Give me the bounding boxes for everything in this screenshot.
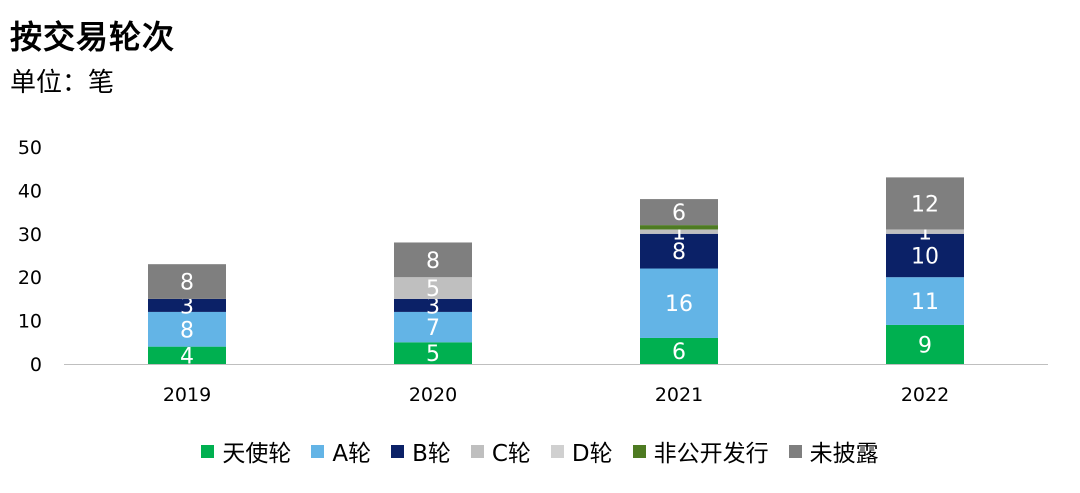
legend-item: 天使轮 xyxy=(201,434,291,468)
legend-item: B轮 xyxy=(391,434,451,468)
data-label: 8 xyxy=(180,271,194,296)
data-label: 9 xyxy=(918,333,932,358)
legend: 天使轮 A轮 B轮 C轮 D轮 非公开发行 未披露 xyxy=(0,434,1080,468)
bar-segment xyxy=(640,199,718,226)
data-label: 8 xyxy=(426,249,440,274)
legend-swatch xyxy=(788,444,802,458)
bar-segment xyxy=(886,277,964,325)
bar-segment xyxy=(886,324,964,364)
legend-swatch xyxy=(311,444,325,458)
legend-item: D轮 xyxy=(550,434,613,468)
legend-label: D轮 xyxy=(571,441,613,467)
bar-segment xyxy=(148,298,226,312)
bar-segment xyxy=(148,346,226,364)
data-label: 16 xyxy=(665,292,693,317)
y-tick-label: 50 xyxy=(18,137,42,159)
bar-segment xyxy=(394,311,472,343)
bar-segment xyxy=(394,298,472,312)
y-tick-label: 30 xyxy=(18,224,42,246)
bar-segment xyxy=(640,337,718,364)
data-label: 3 xyxy=(180,294,194,319)
bar-segment xyxy=(640,233,718,269)
legend-label: C轮 xyxy=(491,441,531,467)
legend-label: A轮 xyxy=(332,441,372,467)
data-label: 8 xyxy=(672,240,686,265)
data-label: 4 xyxy=(180,344,194,369)
legend-swatch xyxy=(632,444,646,458)
data-label: 6 xyxy=(672,340,686,365)
data-label: 5 xyxy=(426,277,440,302)
legend-swatch xyxy=(201,444,215,458)
data-label: 6 xyxy=(672,201,686,226)
legend-label: 未披露 xyxy=(809,441,879,467)
bar-segment xyxy=(886,233,964,278)
chart-subtitle: 单位：笔 xyxy=(10,68,115,98)
legend-label: B轮 xyxy=(412,441,451,467)
y-tick-label: 10 xyxy=(18,311,42,333)
bar-segment xyxy=(394,277,472,299)
legend-label: 天使轮 xyxy=(222,441,292,467)
bar-segment xyxy=(394,242,472,278)
legend-item: A轮 xyxy=(311,434,371,468)
bar-segment xyxy=(148,264,226,299)
bar-segment xyxy=(640,229,718,234)
y-tick-label: 0 xyxy=(30,354,42,376)
bar-segment xyxy=(886,177,964,230)
data-label: 11 xyxy=(911,290,939,315)
x-tick-label: 2022 xyxy=(901,384,949,406)
x-tick-label: 2020 xyxy=(409,384,457,406)
stacked-bar-chart: 0102030405048382019573582020616816202191… xyxy=(18,137,1048,406)
bar-segment xyxy=(394,342,472,364)
legend-label: 非公开发行 xyxy=(653,441,769,467)
bar-segment xyxy=(886,229,964,234)
bar-segment xyxy=(640,268,718,338)
data-label: 7 xyxy=(426,316,440,341)
x-tick-label: 2021 xyxy=(655,384,703,406)
legend-item: 非公开发行 xyxy=(632,434,769,468)
x-tick-label: 2019 xyxy=(163,384,211,406)
chart-title: 按交易轮次 xyxy=(10,18,176,56)
data-label: 8 xyxy=(180,318,194,343)
bar-segment xyxy=(640,225,718,230)
data-label: 12 xyxy=(911,192,939,217)
legend-item: C轮 xyxy=(470,434,531,468)
legend-swatch xyxy=(470,444,484,458)
data-label: 10 xyxy=(911,245,939,270)
data-label: 5 xyxy=(426,342,440,367)
y-tick-label: 20 xyxy=(18,267,42,289)
data-label: 3 xyxy=(426,294,440,319)
legend-swatch xyxy=(550,444,564,458)
bar-segment xyxy=(148,311,226,347)
legend-item: 未披露 xyxy=(788,434,879,468)
y-tick-label: 40 xyxy=(18,180,42,202)
legend-swatch xyxy=(391,444,405,458)
